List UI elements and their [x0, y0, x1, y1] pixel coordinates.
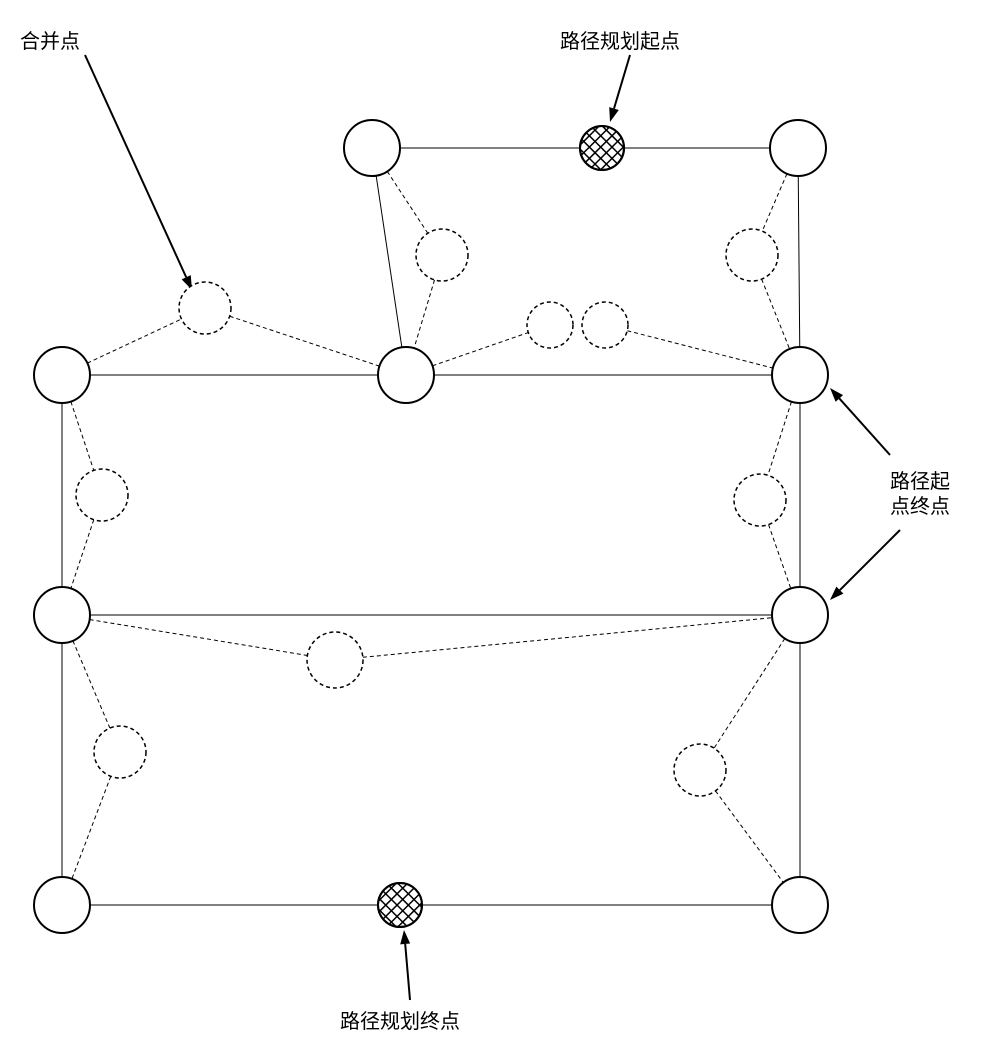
- label-plan-end: 路径规划终点: [340, 1010, 460, 1034]
- label-merge-point: 合并点: [20, 30, 80, 54]
- annotation-arrows: [85, 55, 900, 1000]
- label-endpoint-line2: 点终点: [890, 495, 950, 519]
- label-plan-start: 路径规划起点: [560, 30, 680, 54]
- network-diagram: [0, 0, 982, 1056]
- label-endpoint-line1: 路径起: [890, 470, 950, 494]
- graph-nodes: [34, 120, 828, 933]
